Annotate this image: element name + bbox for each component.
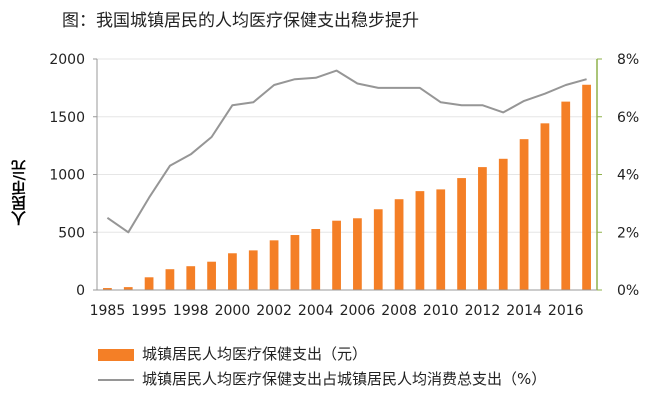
x-tick-label: 1985: [90, 303, 126, 319]
bar: [373, 209, 383, 290]
bar: [103, 288, 112, 290]
bar: [498, 158, 508, 290]
bar: [123, 287, 133, 290]
bar: [207, 261, 216, 290]
chart-title: 图：我国城镇居民的人均医疗保健支出稳步提升: [62, 11, 419, 31]
legend-item-bar: 城镇居民人均医疗保健支出（元）: [98, 343, 367, 364]
bar: [248, 250, 258, 290]
bar: [290, 235, 300, 290]
legend-bar-label: 城镇居民人均医疗保健支出（元）: [142, 345, 368, 363]
x-tick-label: 2004: [298, 303, 334, 319]
y2-tick-label: 6%: [617, 110, 639, 126]
x-tick-label: 2010: [423, 303, 459, 319]
y2-tick-label: 2%: [617, 225, 639, 241]
x-tick-label: 1998: [173, 303, 209, 319]
right-axis-labels: 0% 2% 4% 6% 8%: [597, 52, 639, 299]
bar-series: [103, 84, 591, 290]
y-tick-label: 1500: [49, 110, 85, 126]
bar: [519, 139, 529, 290]
bar: [457, 178, 466, 290]
bar: [186, 266, 196, 290]
bar: [478, 167, 487, 290]
y2-tick-label: 0%: [617, 283, 639, 299]
y2-tick-label: 4%: [617, 168, 639, 184]
y-tick-label: 2000: [49, 52, 85, 68]
legend-line-swatch: [98, 378, 134, 381]
x-axis-labels: 1985 1995 1998 2000 2002 2004 2006 2008 2010 2012…: [90, 303, 584, 319]
x-tick-label: 2006: [340, 303, 376, 319]
left-axis-labels: 0 500 1000 1500 2000: [49, 52, 97, 299]
bar: [394, 199, 404, 290]
y-tick-label: 0: [76, 283, 85, 299]
y-axis-title: 人民币/元: [10, 160, 28, 226]
line-series: [106, 69, 587, 234]
bar: [582, 84, 591, 290]
bar: [228, 253, 237, 290]
bar: [415, 191, 425, 290]
bar: [165, 269, 175, 290]
x-tick-label: 2002: [256, 303, 292, 319]
x-tick-label: 1995: [131, 303, 167, 319]
bar: [311, 229, 321, 290]
bar: [332, 220, 341, 290]
x-tick-label: 2012: [465, 303, 501, 319]
bar: [540, 123, 550, 290]
percentage-line: [106, 69, 587, 234]
legend-bar-swatch: [98, 348, 134, 361]
gridlines: [97, 58, 597, 233]
y2-tick-label: 8%: [617, 52, 639, 68]
legend-line-label: 城镇居民人均医疗保健支出占城镇居民人均消费总支出（%）: [142, 370, 547, 388]
x-tick-label: 2000: [215, 303, 251, 319]
y-tick-label: 500: [58, 225, 85, 241]
x-tick-label: 2008: [381, 303, 417, 319]
bar: [144, 277, 154, 290]
y-tick-label: 1000: [49, 168, 85, 184]
bar: [436, 189, 446, 290]
bar: [353, 218, 362, 290]
x-tick-label: 2016: [548, 303, 584, 319]
x-tick-label: 2014: [506, 303, 542, 319]
bar: [561, 101, 571, 290]
legend-item-line: 城镇居民人均医疗保健支出占城镇居民人均消费总支出（%）: [98, 368, 546, 389]
bar: [269, 240, 279, 290]
